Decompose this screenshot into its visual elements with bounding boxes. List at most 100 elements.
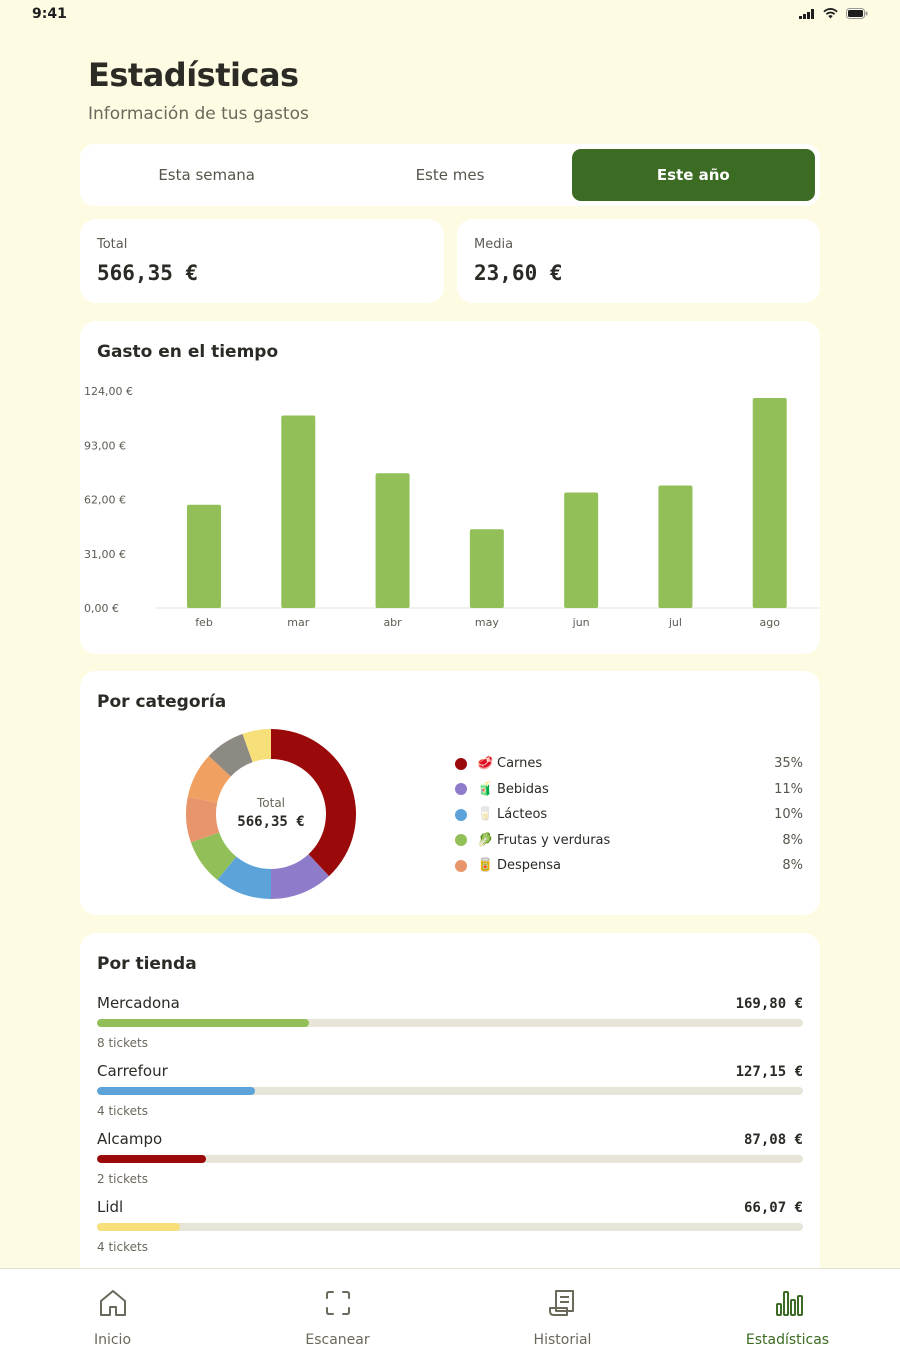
- legend-item-bebidas[interactable]: 🧃 Bebidas 11%: [455, 777, 803, 803]
- bar-abr: [375, 473, 410, 608]
- store-progress-bar: [97, 1223, 803, 1231]
- category-title: Por categoría: [97, 692, 227, 712]
- average-label: Media: [474, 237, 514, 252]
- tab-estadisticas[interactable]: Estadísticas: [675, 1269, 900, 1371]
- store-amount: 169,80 €: [735, 996, 803, 1012]
- store-row-carrefour[interactable]: Carrefour 127,15 € 4 tickets: [97, 1062, 803, 1118]
- legend-item-frutas-verduras[interactable]: 🥬 Frutas y verduras 8%: [455, 828, 803, 854]
- bar-jul: [658, 485, 693, 608]
- store-row-mercadona[interactable]: Mercadona 169,80 € 8 tickets: [97, 994, 803, 1050]
- bar-jun: [564, 492, 599, 608]
- battery-icon: [846, 8, 868, 19]
- x-tick-label: abr: [383, 616, 402, 629]
- milk-icon: 🥛: [477, 807, 494, 823]
- legend-item-carnes[interactable]: 🥩 Carnes 35%: [455, 751, 803, 777]
- store-progress-fill: [97, 1155, 206, 1163]
- drink-icon: 🧃: [477, 781, 494, 797]
- legend-dot: [455, 808, 467, 821]
- donut-total-label: Total: [256, 796, 286, 810]
- page-subtitle: Información de tus gastos: [88, 104, 309, 124]
- legend-percent: 10%: [774, 807, 803, 823]
- store-progress-bar: [97, 1155, 803, 1163]
- meat-icon: 🥩: [477, 756, 494, 772]
- period-selector: Esta semana Este mes Este año: [80, 144, 820, 206]
- store-progress-fill: [97, 1223, 180, 1231]
- tab-label: Escanear: [305, 1332, 370, 1348]
- tab-this-month[interactable]: Este mes: [415, 166, 485, 184]
- x-tick-label: may: [475, 616, 499, 629]
- category-legend: 🥩 Carnes 35% 🧃 Bebidas 11% 🥛 Lácteos 10%…: [455, 751, 803, 879]
- x-tick-label: jun: [572, 616, 590, 629]
- status-time: 9:41: [32, 6, 67, 22]
- tab-inicio[interactable]: Inicio: [0, 1269, 225, 1371]
- store-amount: 87,08 €: [743, 1132, 803, 1148]
- legend-percent: 8%: [782, 858, 803, 874]
- tab-label: Inicio: [93, 1332, 132, 1348]
- y-tick-label: 93,00 €: [84, 439, 126, 452]
- stats-icon: [775, 1291, 803, 1316]
- store-ticket-count: 4 tickets: [97, 1104, 148, 1118]
- store-name: Lidl: [97, 1198, 124, 1216]
- total-value: 566,35 €: [97, 261, 199, 285]
- legend-item-despensa[interactable]: 🥫 Despensa 8%: [455, 853, 803, 879]
- canned-food-icon: 🥫: [477, 858, 494, 874]
- page-header: Estadísticas Información de tus gastos: [88, 56, 309, 124]
- legend-percent: 8%: [782, 832, 803, 848]
- store-title: Por tienda: [97, 954, 197, 974]
- donut-slice: [187, 755, 231, 803]
- legend-label: Lácteos: [497, 807, 548, 823]
- tab-label: Historial: [533, 1332, 592, 1348]
- x-tick-label: mar: [287, 616, 309, 629]
- legend-percent: 35%: [774, 756, 803, 772]
- donut-slice: [217, 856, 271, 899]
- legend-label: Frutas y verduras: [497, 832, 611, 848]
- store-name: Mercadona: [97, 994, 180, 1012]
- tab-historial[interactable]: Historial: [450, 1269, 675, 1371]
- tab-escanear[interactable]: Escanear: [225, 1269, 450, 1371]
- donut-slice: [190, 832, 237, 880]
- receipt-icon: [548, 1290, 574, 1316]
- bar-may: [469, 529, 504, 608]
- time-chart-card: Gasto en el tiempo 0,00 € 31,00 € 62,00 € 9…: [80, 321, 820, 654]
- store-ticket-count: 2 tickets: [97, 1172, 148, 1186]
- store-card: Por tienda Mercadona 169,80 € 8 tickets …: [80, 933, 820, 1293]
- signal-icon: [799, 8, 814, 19]
- store-name: Carrefour: [97, 1062, 168, 1080]
- home-icon: [99, 1290, 126, 1316]
- tab-label: Estadísticas: [745, 1332, 830, 1348]
- store-ticket-count: 4 tickets: [97, 1240, 148, 1254]
- page-title: Estadísticas: [88, 56, 299, 94]
- category-card: Por categoría Total 566,35 € 🥩 Carnes 35…: [80, 671, 820, 915]
- store-row-alcampo[interactable]: Alcampo 87,08 € 2 tickets: [97, 1130, 803, 1186]
- leafy-greens-icon: 🥬: [477, 832, 494, 848]
- tab-this-year[interactable]: Este año: [571, 149, 815, 201]
- store-row-lidl[interactable]: Lidl 66,07 € 4 tickets: [97, 1198, 803, 1254]
- y-tick-label: 62,00 €: [84, 494, 126, 507]
- legend-dot: [455, 859, 467, 872]
- tab-this-week[interactable]: Esta semana: [158, 166, 255, 184]
- status-bar: 9:41: [0, 0, 900, 30]
- average-value: 23,60 €: [474, 261, 563, 285]
- legend-label: Despensa: [497, 858, 562, 874]
- store-progress-fill: [97, 1087, 256, 1095]
- average-card: Media 23,60 €: [457, 219, 820, 303]
- y-tick-label: 31,00 €: [84, 548, 126, 561]
- bar-chart: 0,00 € 31,00 € 62,00 € 93,00 € 124,00 € feb ma…: [84, 385, 820, 629]
- legend-dot: [455, 834, 467, 847]
- store-progress-fill: [97, 1019, 309, 1027]
- donut-total-value: 566,35 €: [237, 814, 305, 830]
- y-tick-label: 124,00 €: [84, 385, 133, 398]
- store-progress-bar: [97, 1019, 803, 1027]
- time-chart-title: Gasto en el tiempo: [97, 342, 279, 362]
- y-tick-label: 0,00 €: [84, 602, 119, 615]
- legend-label: Bebidas: [497, 781, 549, 797]
- category-donut-chart: [186, 729, 356, 899]
- bottom-tab-bar: Inicio Escanear Historial Estadísticas: [0, 1268, 900, 1371]
- legend-item-lacteos[interactable]: 🥛 Lácteos 10%: [455, 802, 803, 828]
- store-ticket-count: 8 tickets: [97, 1036, 148, 1050]
- legend-dot: [455, 757, 467, 770]
- x-tick-label: feb: [195, 616, 213, 629]
- legend-dot: [455, 783, 467, 796]
- legend-percent: 11%: [774, 781, 803, 797]
- donut-slice: [186, 796, 220, 843]
